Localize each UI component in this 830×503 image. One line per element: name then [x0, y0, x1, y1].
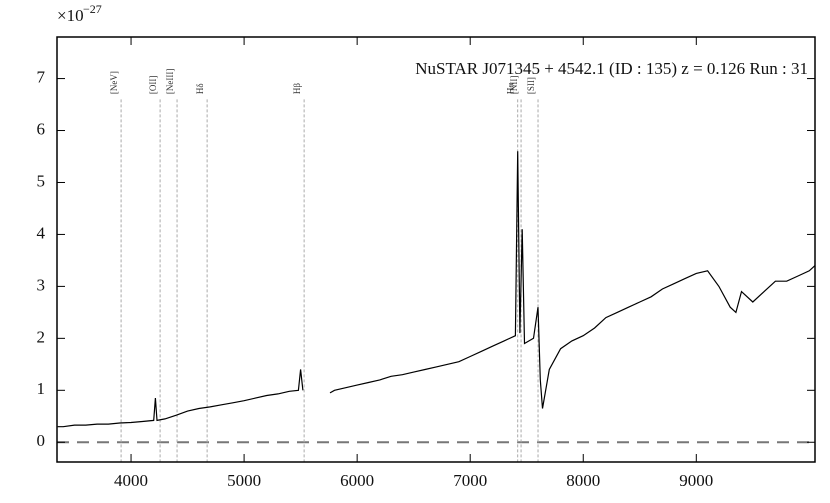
y-tick-label: 6 [37, 119, 46, 138]
x-tick-label: 8000 [566, 471, 600, 490]
y-tick-label: 5 [37, 171, 46, 190]
spectrum-line [57, 151, 816, 428]
chart-title: NuSTAR J071345 + 4542.1 (ID : 135) z = 0… [415, 59, 808, 78]
x-tick-label: 5000 [227, 471, 261, 490]
emission-label: Hα [506, 83, 516, 94]
emission-label: [OII] [148, 76, 158, 95]
y-scale-base: ×10 [57, 6, 84, 25]
plot-frame [56, 36, 816, 463]
x-tick-label: 6000 [340, 471, 374, 490]
y-tick-label: 7 [37, 67, 46, 86]
emission-label: [NII] [509, 76, 519, 95]
y-tick-label: 3 [37, 275, 46, 294]
y-scale-exponent: −27 [83, 2, 102, 16]
x-tick-label: 4000 [114, 471, 148, 490]
y-tick-label: 2 [37, 327, 46, 346]
emission-label: [NeIII] [165, 69, 175, 94]
y-tick-label: 0 [37, 431, 46, 450]
emission-label: [NeV] [109, 71, 119, 94]
x-tick-label: 9000 [679, 471, 713, 490]
x-tick-label: 7000 [453, 471, 487, 490]
emission-label: [SII] [526, 77, 536, 94]
emission-label: Hβ [292, 83, 302, 94]
y-tick-label: 1 [37, 379, 46, 398]
y-tick-label: 4 [37, 223, 46, 242]
emission-label: Hδ [195, 83, 205, 94]
